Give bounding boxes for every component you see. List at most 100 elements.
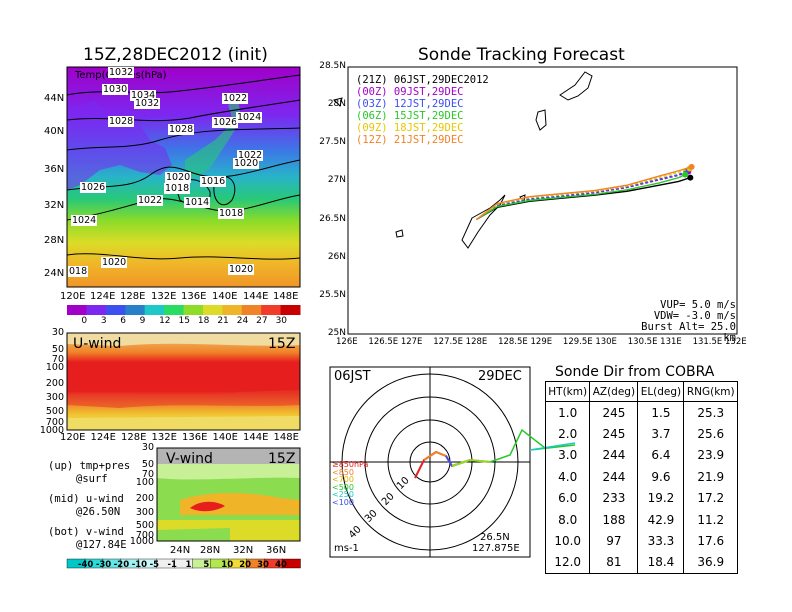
isobar-label: 1020 [165, 172, 192, 183]
polar-legend-entry: <500 [332, 482, 354, 492]
colorbar-label: 0 [81, 316, 88, 326]
isobar-label: 1018 [164, 183, 191, 194]
table-cell: 1.0 [544, 401, 591, 424]
legend-entry: (12Z) 21JST,29DEC [356, 134, 464, 146]
table-title: Sonde Dir from COBRA [555, 364, 715, 380]
track-endpoint [688, 163, 695, 170]
table-cell: 3.7 [637, 423, 685, 445]
track-lat-label: 28N [327, 99, 346, 110]
table-row: 2.0 245 3.7 25.6 [544, 423, 738, 445]
track-line [475, 170, 689, 221]
track-map [333, 66, 738, 335]
table-cell: 245 [589, 423, 639, 445]
table-header: HT(km) [544, 381, 591, 402]
table-header: RNG(km) [683, 381, 738, 402]
table-cell: 233 [589, 487, 639, 509]
burst-text: Burst Alt= 25.0 km [641, 321, 736, 344]
colorbar-swatch [164, 305, 184, 315]
note-mid-sub: @26.50N [76, 506, 121, 518]
table-cell: 33.3 [637, 530, 685, 552]
track-legend: (21Z) 06JST,29DEC2012 (00Z) 09JST,29DEC (0… [356, 74, 489, 146]
track-lon-label: 127E [400, 337, 423, 347]
track-lon-label: 128E [465, 337, 488, 347]
table-row: 6.0 233 19.2 17.2 [544, 487, 738, 509]
u-level-label: 100 [45, 362, 64, 373]
map-lat-label: 40N [44, 126, 65, 137]
v-level-label: 200 [135, 493, 154, 504]
colorbar-label: 27 [256, 316, 268, 326]
table-cell: 244 [589, 466, 639, 488]
track-lat-label: 25.5N [319, 289, 346, 300]
track-lon-label: 129.5E [562, 337, 593, 347]
colorbar-label: 10 [221, 560, 234, 570]
table-cell: 4.0 [544, 466, 591, 488]
v-wind-lat-label: 36N [266, 545, 287, 556]
v-level-label: 50 [141, 459, 154, 470]
v-level-label: 1000 [129, 536, 154, 547]
isobar-label: 1018 [218, 208, 245, 219]
isobar-label: 1022 [237, 150, 264, 161]
colorbar-label: 21 [217, 316, 229, 326]
isobar-label: 1030 [102, 84, 129, 95]
polar-legend: ≥850hPa <850 <700 <500 <250 <100 [332, 461, 368, 506]
table-cell: 42.9 [637, 508, 685, 531]
vdw-text: VDW= -3.0 m/s [653, 310, 736, 322]
u-wind-label: U-wind [73, 336, 122, 352]
colorbar-label: 15 [178, 316, 190, 326]
colorbar-swatch [222, 305, 243, 315]
table-row: 12.0 81 18.4 36.9 [544, 551, 738, 575]
polar-units: ms-1 [334, 543, 359, 554]
legend-entry: (00Z) 09JST,29DEC [356, 86, 464, 98]
table-row: 8.0 188 42.9 11.2 [544, 508, 738, 531]
colorbar-swatch [241, 305, 262, 315]
track-lat-label: 25N [327, 328, 346, 338]
map-lat-label: 32N [44, 200, 65, 211]
track-lon-label: 126E [336, 337, 358, 347]
u-level-label: 1000 [39, 425, 64, 436]
isobar-label: 018 [68, 266, 89, 277]
colorbar-label: -10 [131, 560, 148, 570]
v-level-label: 30 [141, 442, 154, 453]
map-lon-label: 132E [151, 291, 177, 302]
v-level-label: 700 [135, 530, 154, 541]
table-row: 4.0 244 9.6 21.9 [544, 466, 738, 488]
colorbar-swatch [202, 305, 223, 315]
v-wind-lat-label: 32N [233, 545, 254, 556]
map-lon-label: 128E [120, 291, 146, 302]
track-lon-label: 127.5E [433, 337, 463, 347]
v-level-label: 100 [135, 477, 154, 488]
table-cell: 244 [589, 444, 639, 467]
v-wind-time: 15Z [268, 451, 296, 467]
map-lat-label: 44N [44, 93, 65, 104]
isobar-label: 1028 [108, 116, 135, 127]
colorbar-label: 3 [100, 316, 107, 326]
u-lon-label: 120E [60, 432, 86, 443]
u-level-label: 700 [45, 417, 64, 428]
colorbar-label: 12 [159, 316, 171, 326]
table-header: EL(deg) [637, 381, 685, 402]
u-lon-label: 124E [90, 432, 116, 443]
isobar-label: 1028 [168, 124, 195, 135]
track-lat-label: 27.5N [319, 137, 346, 148]
track-lat-label: 28.5N [319, 61, 346, 71]
polar-plot [329, 366, 576, 558]
track-endpoint [682, 171, 689, 178]
temperature-colorbar [67, 305, 301, 315]
isobar-label: 1024 [71, 215, 98, 226]
track-lon-label: 131.5E [692, 337, 723, 347]
track-title: Sonde Tracking Forecast [418, 45, 625, 65]
polar-lat: 26.5N [480, 532, 510, 543]
isobar-label: 1026 [80, 182, 107, 193]
colorbar-swatch [125, 305, 146, 315]
colorbar-swatch [67, 305, 87, 315]
table-cell: 81 [589, 551, 639, 575]
table-row: 10.0 97 33.3 17.6 [544, 530, 738, 552]
isobar-label: 1032 [108, 67, 135, 78]
map-lon-label: 140E [212, 291, 238, 302]
colorbar-label: 18 [197, 316, 210, 326]
map-lon-label: 136E [181, 291, 207, 302]
table-cell: 12.0 [544, 551, 591, 575]
colorbar-swatch [144, 305, 165, 315]
table-row: 1.0 245 1.5 25.3 [544, 401, 738, 424]
colorbar-swatch [281, 558, 301, 569]
